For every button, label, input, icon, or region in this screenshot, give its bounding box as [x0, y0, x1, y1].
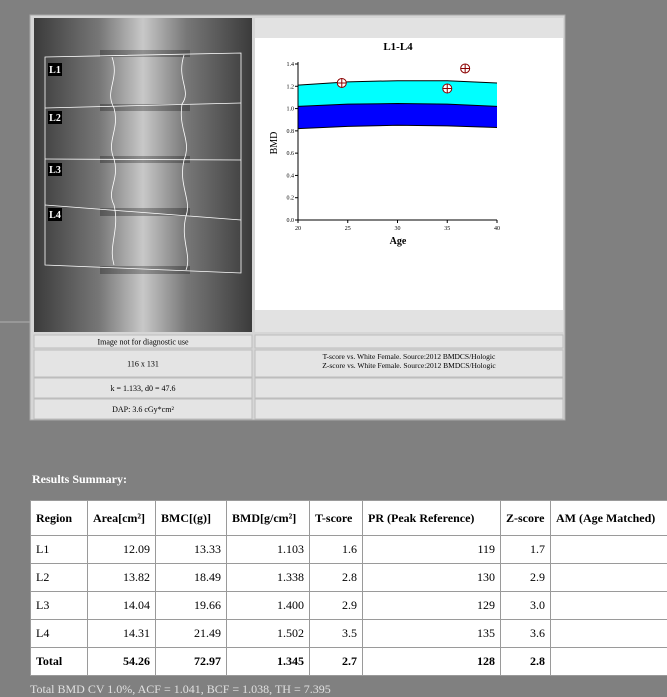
- table-cell: 119: [363, 536, 501, 564]
- y-tick-label: 0.2: [287, 196, 295, 202]
- table-cell: 132: [551, 564, 667, 592]
- chart-title: L1-L4: [383, 41, 413, 53]
- table-cell: 13.82: [88, 564, 156, 592]
- y-tick-label: 0.0: [287, 218, 295, 224]
- info-text: Image not for diagnostic use: [97, 338, 189, 347]
- table-cell: 129: [363, 592, 501, 620]
- table-cell: 1.502: [227, 620, 310, 648]
- table-cell: 1.400: [227, 592, 310, 620]
- data-point: [337, 78, 346, 87]
- chart-area: [255, 38, 563, 310]
- table-cell: 12.09: [88, 536, 156, 564]
- x-axis-label: Age: [390, 236, 407, 247]
- data-point: [443, 84, 452, 93]
- column-header: Area[cm²]: [88, 501, 156, 536]
- table-cell: 1.6: [310, 536, 363, 564]
- results-title: Results Summary:: [32, 472, 127, 487]
- column-header: BMD[g/cm²]: [227, 501, 310, 536]
- table-cell: Total: [31, 648, 88, 676]
- table-cell: 2.8: [501, 648, 551, 676]
- table-cell: 72.97: [156, 648, 227, 676]
- table-cell: 54.26: [88, 648, 156, 676]
- scan-panel: L1 L2 L3 L4 Image not for diagnostic use 116 …: [0, 0, 667, 440]
- table-cell: 130: [551, 648, 667, 676]
- table-cell: 19.66: [156, 592, 227, 620]
- info-text: DAP: 3.6 cGy*cm²: [112, 405, 174, 414]
- y-tick-label: 1.4: [287, 62, 295, 68]
- y-tick-label: 0.8: [287, 129, 295, 135]
- table-cell: 14.31: [88, 620, 156, 648]
- table-cell: 2.9: [310, 592, 363, 620]
- table-cell: L4: [31, 620, 88, 648]
- table-cell: 3.0: [501, 592, 551, 620]
- data-point: [461, 64, 470, 73]
- chart-header: [255, 18, 563, 38]
- table-cell: 21.49: [156, 620, 227, 648]
- roi-label: L2: [49, 113, 61, 124]
- y-tick-label: 1.2: [287, 84, 295, 90]
- y-tick-label: 1.0: [287, 107, 295, 113]
- table-cell: 2.9: [501, 564, 551, 592]
- chart-footer: [255, 310, 563, 332]
- column-header: T-score: [310, 501, 363, 536]
- info-text: k = 1.133, d0 = 47.6: [110, 384, 175, 393]
- table-cell: 121: [551, 536, 667, 564]
- table-cell: 130: [363, 564, 501, 592]
- table-cell: 128: [363, 648, 501, 676]
- table-cell: 1.7: [501, 536, 551, 564]
- table-cell: 131: [551, 592, 667, 620]
- x-tick-label: 30: [395, 226, 401, 232]
- roi-label: L1: [49, 65, 61, 76]
- table-cell: L1: [31, 536, 88, 564]
- column-header: PR (Peak Reference): [363, 501, 501, 536]
- x-tick-label: 35: [444, 226, 450, 232]
- table-cell: L2: [31, 564, 88, 592]
- y-axis-label: BMD: [269, 132, 280, 155]
- table-cell: 14.04: [88, 592, 156, 620]
- info-text: Z-score vs. White Female. Source:2012 BM…: [322, 361, 496, 370]
- table-cell: 2.7: [310, 648, 363, 676]
- y-tick-label: 0.6: [287, 151, 295, 157]
- column-header: AM (Age Matched): [551, 501, 667, 536]
- table-cell: L3: [31, 592, 88, 620]
- table-cell: 1.345: [227, 648, 310, 676]
- table-cell: 18.49: [156, 564, 227, 592]
- table-cell: 3.5: [310, 620, 363, 648]
- table-cell: 136: [551, 620, 667, 648]
- table-cell: 135: [363, 620, 501, 648]
- info-cell: [255, 335, 563, 348]
- roi-label: L3: [49, 165, 61, 176]
- table-cell: 1.103: [227, 536, 310, 564]
- table-cell: 2.8: [310, 564, 363, 592]
- x-tick-label: 25: [345, 226, 351, 232]
- scan-image: [34, 18, 252, 332]
- column-header: BMC[(g)]: [156, 501, 227, 536]
- info-cell: [255, 399, 563, 419]
- info-cell: [255, 378, 563, 398]
- report-page: L1L2L3L4Image not for diagnostic use116 …: [0, 0, 667, 697]
- info-text: 116 x 131: [127, 360, 159, 369]
- table-cell: 13.33: [156, 536, 227, 564]
- reference-band: [298, 81, 497, 107]
- table-cell: 3.6: [501, 620, 551, 648]
- table-cell: 1.338: [227, 564, 310, 592]
- x-tick-label: 20: [295, 226, 301, 232]
- x-tick-label: 40: [494, 226, 500, 232]
- results-footer: Total BMD CV 1.0%, ACF = 1.041, BCF = 1.…: [30, 682, 331, 697]
- column-header: Z-score: [501, 501, 551, 536]
- y-tick-label: 0.4: [287, 173, 295, 179]
- roi-label: L4: [49, 210, 61, 221]
- info-text: T-score vs. White Female. Source:2012 BM…: [323, 352, 496, 361]
- column-header: Region: [31, 501, 88, 536]
